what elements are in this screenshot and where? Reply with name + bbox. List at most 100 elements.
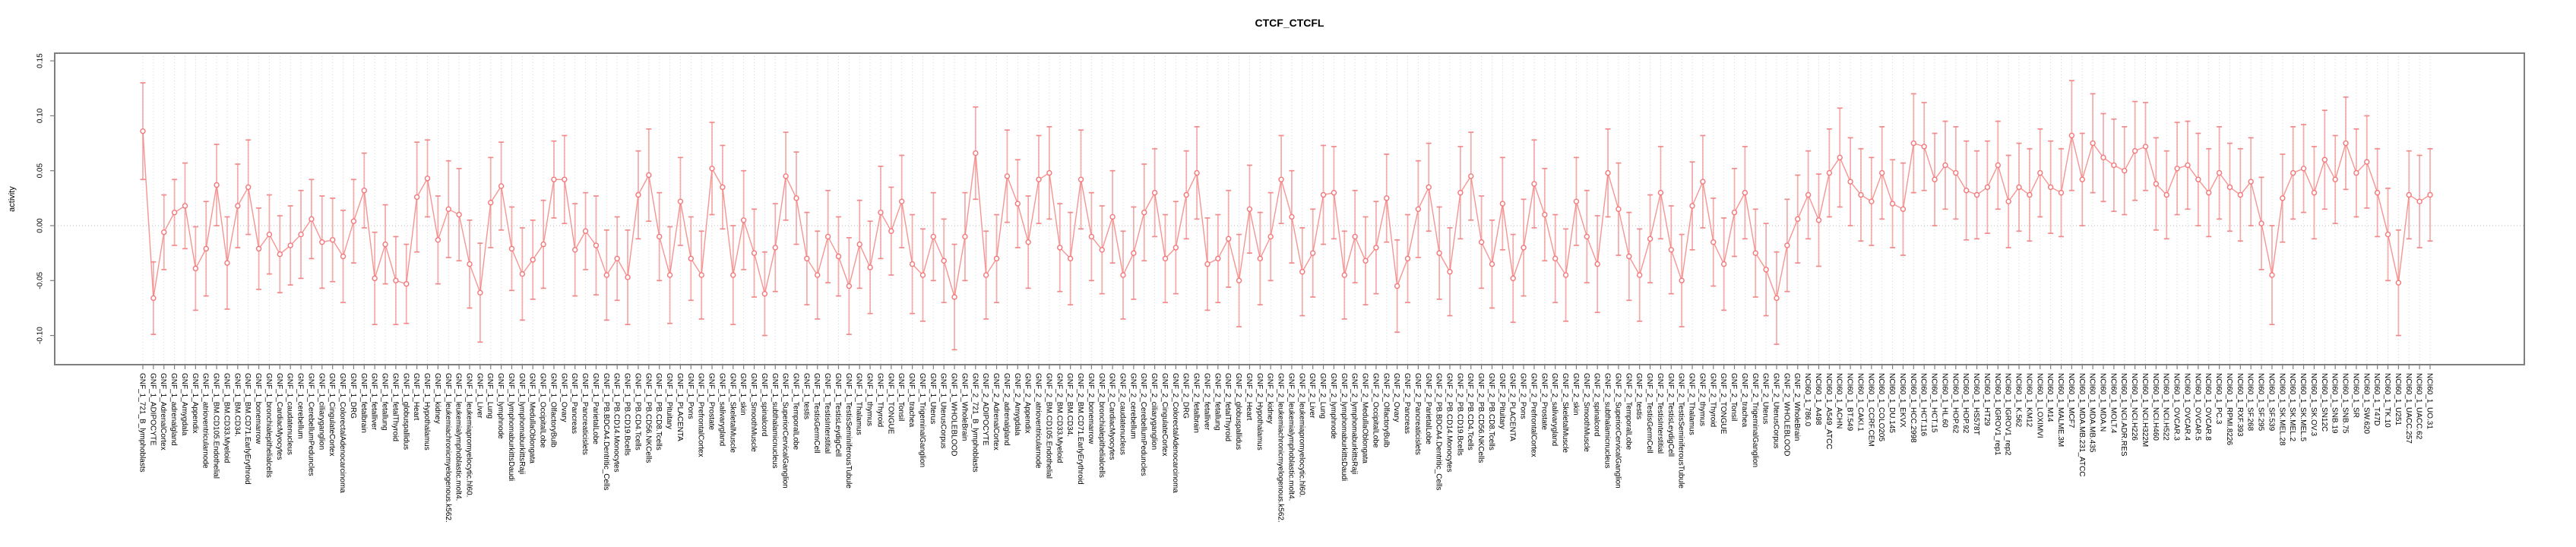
x-tick-label: GNF_1_TestisLeydigCell — [834, 373, 842, 457]
data-point-marker — [413, 194, 420, 201]
data-point-marker — [1847, 179, 1853, 185]
data-point-marker — [182, 203, 188, 209]
x-tick-label: GNF_2_TemporalLobe — [1624, 373, 1632, 451]
data-point-marker — [1447, 269, 1453, 275]
data-point-marker — [1795, 216, 1801, 223]
x-tick-label: GNF_1_CingulateCortex — [328, 373, 336, 457]
data-point-marker — [793, 195, 799, 201]
x-tick-label: NCI60_1_SK.MEL.5 — [2299, 373, 2307, 441]
x-tick-label: GNF_2_TestisLeydigCell — [1666, 373, 1675, 457]
x-tick-label: GNF_2_thymus — [1698, 373, 1706, 426]
x-tick-label: GNF_2_WholeBrain — [1793, 373, 1801, 441]
data-point-marker — [1889, 201, 1896, 207]
x-tick-label: GNF_1_WHOLEBLOOD — [950, 373, 958, 456]
data-point-marker — [1257, 255, 1264, 262]
x-tick-label: GNF_2_globuspallidus — [1234, 373, 1242, 450]
data-point-marker — [1404, 255, 1411, 262]
x-tick-label: GNF_1_trachea — [907, 373, 916, 428]
x-tick-label: NCI60_1_CCRF.CEM — [1866, 373, 1875, 447]
x-tick-label: NCI60_1_NCI.H322M — [2141, 373, 2149, 447]
x-tick-label: GNF_2_PrefrontalCortex — [1529, 373, 1537, 457]
x-tick-label: GNF_1_SuperiorCervicalGanglion — [781, 373, 790, 489]
x-tick-label: NCI60_1_OVCAR.5 — [2193, 373, 2201, 441]
x-tick-label: GNF_1_leukemiapromyelocytic.hl60. — [465, 373, 473, 497]
data-point-marker — [867, 264, 873, 270]
data-point-marker — [1689, 203, 1695, 209]
x-tick-label: GNF_1_salivarygland — [717, 373, 726, 446]
x-tick-label: NCI60_1_HOP.62 — [1951, 373, 1959, 434]
data-point-marker — [2206, 189, 2212, 196]
data-point-marker — [1984, 184, 1991, 191]
x-tick-label: GNF_2_Pancreas — [1403, 373, 1411, 434]
x-tick-label: GNF_1_PrefrontalCortex — [697, 373, 705, 457]
x-tick-label: GNF_2_caudatenucleus — [1119, 373, 1127, 455]
data-point-marker — [2427, 191, 2433, 198]
x-tick-label: GNF_2_Heart — [1245, 373, 1253, 420]
data-point-marker — [783, 173, 789, 179]
x-tick-label: GNF_2_ColorectalAdenocarcinoma — [1171, 373, 1179, 493]
x-tick-label: GNF_2_PB.CD8.Tcells — [1487, 373, 1495, 451]
x-tick-label: GNF_2_Ovary — [1392, 373, 1400, 422]
data-point-marker — [403, 280, 410, 287]
x-tick-label: GNF_1_Lung — [486, 373, 494, 419]
x-tick-label: GNF_2_WHOLEBLOOD — [1782, 373, 1790, 456]
data-point-marker — [1963, 188, 1970, 194]
data-point-marker — [824, 233, 831, 240]
x-tick-label: GNF_2_Liver — [1308, 373, 1316, 419]
x-tick-label: GNF_2_Tonsil — [1729, 373, 1738, 421]
data-point-marker — [519, 270, 526, 277]
x-tick-label: GNF_2_adrenalgland — [1002, 373, 1011, 446]
x-tick-label: GNF_1_Thalamus — [855, 373, 863, 435]
data-point-marker — [424, 175, 431, 182]
data-point-marker — [1415, 206, 1422, 213]
x-tick-label: NCI60_1_RXF.393 — [2236, 373, 2244, 437]
x-tick-label: NCI60_1_SW.620 — [2362, 373, 2370, 434]
chart-title: CTCF_CTCFL — [1255, 17, 1324, 29]
data-point-marker — [1131, 250, 1137, 256]
data-point-marker — [372, 275, 378, 282]
data-point-marker — [140, 128, 146, 134]
data-point-marker — [720, 184, 726, 191]
data-point-marker — [951, 294, 957, 300]
x-tick-label: GNF_2_Hypothalamus — [1255, 373, 1264, 451]
data-point-marker — [1647, 236, 1654, 242]
x-tick-label: NCI60_1_SNB.75 — [2341, 373, 2350, 434]
data-point-marker — [835, 253, 842, 260]
data-point-marker — [919, 272, 926, 278]
x-tick-label: GNF_2_AdrenalCortex — [992, 373, 1000, 451]
data-point-marker — [614, 255, 620, 262]
x-tick-label: GNF_1_TONGUE — [886, 373, 894, 435]
x-tick-label: GNF_2_TestisInterstitial — [1656, 373, 1664, 454]
data-point-marker — [298, 231, 304, 238]
data-point-marker — [1162, 255, 1169, 262]
data-point-marker — [2332, 176, 2338, 182]
x-tick-label: NCI60_1_RPMI.8226 — [2225, 373, 2233, 445]
x-tick-label: NCI60_1_MDA.MB.435 — [2088, 373, 2097, 453]
x-tick-label: GNF_2_SmoothMuscle — [1582, 373, 1590, 452]
x-tick-label: NCI60_1_HL.60 — [1940, 373, 1948, 428]
data-point-marker — [1246, 206, 1253, 213]
data-point-marker — [350, 218, 357, 224]
x-tick-label: GNF_1_caudatenucleus — [286, 373, 294, 455]
data-point-marker — [255, 245, 262, 252]
x-tick-label: GNF_2_testis — [1635, 373, 1643, 419]
data-point-marker — [962, 233, 968, 240]
x-tick-label: GNF_1_Pons — [686, 373, 695, 419]
y-tick-label: 0.10 — [36, 108, 45, 123]
x-tick-label: NCI60_1_SF.539 — [2267, 373, 2275, 432]
x-tick-label: NCI60_1_A498 — [1814, 373, 1822, 425]
data-point-marker — [171, 209, 178, 216]
data-point-marker — [1826, 169, 1833, 176]
data-point-marker — [1499, 201, 1506, 207]
x-tick-label: GNF_1_Prostate — [707, 373, 716, 430]
data-point-marker — [456, 211, 462, 218]
data-point-marker — [1879, 169, 1885, 176]
data-point-marker — [856, 241, 862, 248]
x-tick-label: NCI60_1_HOP.92 — [1961, 373, 1970, 434]
x-tick-label: GNF_2_bronchialepithelialcells — [1097, 373, 1106, 478]
data-point-marker — [1478, 239, 1485, 245]
data-point-marker — [941, 258, 947, 264]
data-point-marker — [435, 237, 441, 243]
data-point-marker — [1046, 169, 1052, 176]
data-point-marker — [235, 203, 241, 209]
